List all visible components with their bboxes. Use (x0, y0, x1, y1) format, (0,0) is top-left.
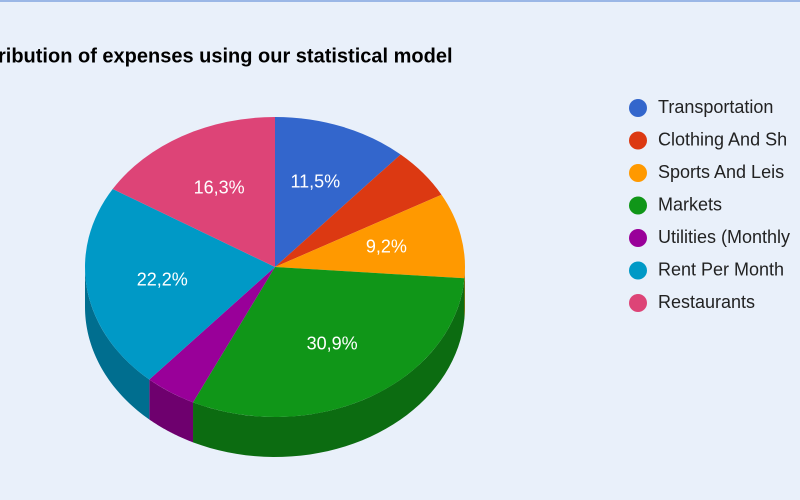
legend-label: Utilities (Monthly (658, 227, 790, 247)
slice-label: 9,2% (366, 237, 407, 257)
slice (149, 267, 275, 403)
legend-marker (629, 131, 647, 150)
legend-label: Restaurants (658, 292, 755, 312)
legend-marker (629, 99, 647, 117)
slice-label: 30,9% (307, 334, 358, 354)
legend-label: Rent Per Month (658, 259, 784, 279)
slice (112, 117, 275, 267)
slice-side (193, 278, 465, 457)
top-border (0, 0, 800, 2)
legend-marker (629, 196, 647, 215)
slice-side (149, 379, 194, 443)
slice (84, 189, 275, 380)
slice-side (85, 267, 150, 420)
slice (193, 267, 465, 418)
legend-marker (629, 229, 647, 247)
legend-marker (629, 294, 647, 312)
legend-marker (629, 164, 647, 182)
slice (275, 154, 442, 267)
legend-marker (629, 261, 647, 280)
legend-label: Markets (658, 194, 722, 214)
slice-label: 22,2% (137, 269, 188, 289)
legend-label: Clothing And Sh (658, 129, 787, 149)
chart-title: ribution of expenses using our statistic… (0, 45, 453, 67)
legend-label: Transportation (658, 97, 773, 117)
slice (275, 117, 401, 267)
slice-side (464, 267, 465, 319)
slice-label: 11,5% (290, 172, 340, 192)
slice-label: 16,3% (194, 177, 245, 197)
slice (275, 194, 466, 279)
legend-label: Sports And Leis (658, 162, 784, 182)
